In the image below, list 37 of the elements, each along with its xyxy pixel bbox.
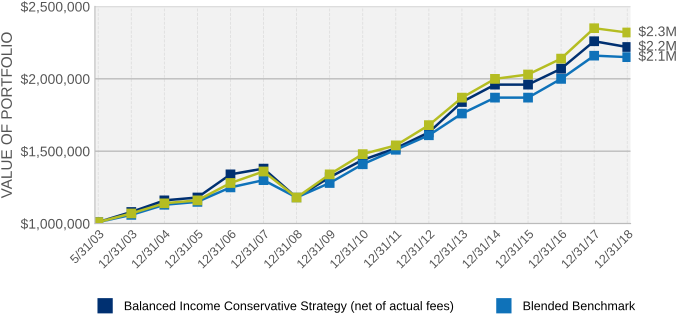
point	[424, 130, 434, 140]
point	[589, 36, 600, 46]
y-tick-label: $1,000,000	[20, 218, 90, 230]
annotation: $2.1M	[638, 50, 676, 62]
point	[390, 140, 401, 150]
y-tick-label: $2,500,000	[20, 1, 90, 14]
point	[622, 52, 631, 62]
annotation: $2.3M	[638, 26, 676, 38]
y-axis-title: VALUE OF PORTFOLIO	[1, 32, 12, 198]
point	[589, 23, 600, 34]
y-tick-label: $2,000,000	[20, 74, 90, 86]
point	[457, 108, 467, 118]
point	[589, 50, 600, 61]
point	[523, 80, 533, 90]
point	[324, 169, 335, 180]
point	[523, 70, 533, 80]
legend-label: Blended Benchmark	[524, 301, 636, 310]
y-tick-label: $1,500,000	[20, 146, 90, 158]
point	[358, 149, 368, 159]
point	[556, 74, 566, 84]
point	[358, 159, 368, 170]
point	[324, 178, 335, 188]
point	[523, 92, 533, 103]
point	[226, 178, 236, 188]
point	[226, 169, 236, 180]
point	[556, 64, 566, 74]
point	[457, 92, 467, 103]
point	[622, 42, 631, 52]
point	[258, 175, 268, 186]
point	[490, 74, 500, 84]
annotation: $2.2M	[638, 40, 676, 52]
point	[258, 166, 268, 176]
point	[490, 92, 500, 103]
point	[424, 120, 434, 130]
point	[556, 54, 566, 64]
point	[622, 28, 631, 38]
legend-label: Balanced Income Conservative Strategy (net of actual fees)	[124, 301, 454, 313]
